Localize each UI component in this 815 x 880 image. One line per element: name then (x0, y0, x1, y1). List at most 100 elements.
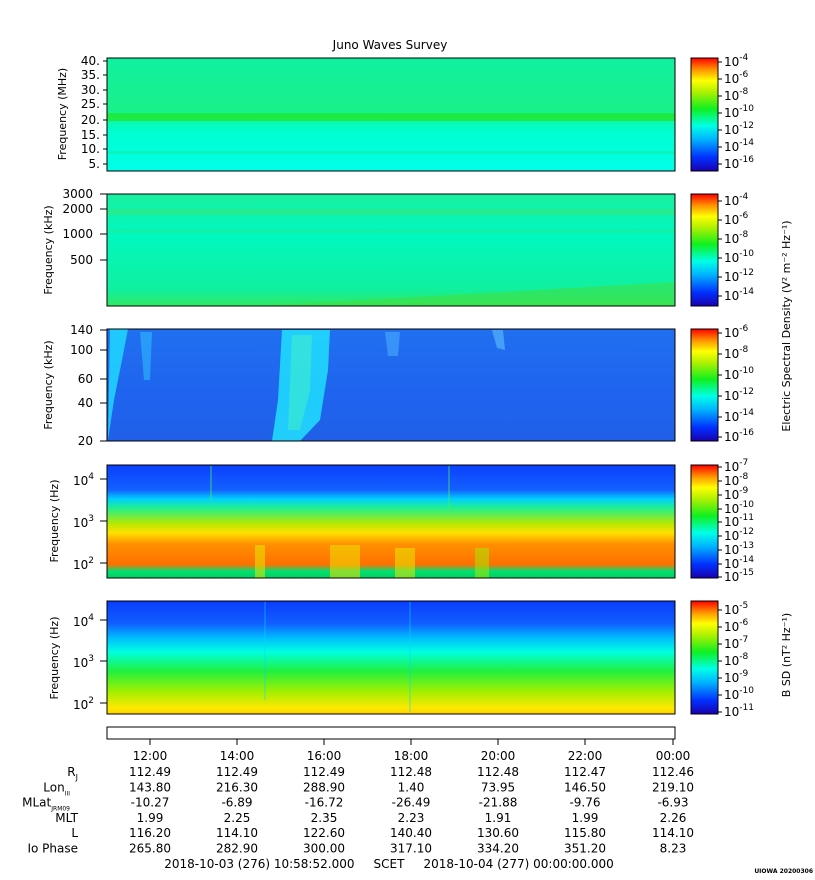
y-tick: 20. (81, 113, 107, 127)
time-tick-label: 18:00 (394, 749, 429, 763)
ephemeris-value: 146.50 (564, 780, 606, 794)
ephemeris-value: 282.90 (216, 842, 258, 856)
ephemeris-value: 2.26 (660, 811, 687, 825)
panel-4-colorbar (690, 464, 719, 579)
svg-text:10-10: 10-10 (724, 686, 754, 702)
svg-text:10-16: 10-16 (724, 428, 754, 444)
ephemeris-value: 116.20 (129, 826, 171, 840)
ephemeris-value: 1.91 (485, 811, 512, 825)
y-tick: 5. (89, 157, 107, 171)
cbar-tick: 10-10 (718, 500, 754, 516)
ephemeris-value: 219.10 (652, 780, 694, 794)
ephemeris-value: 130.60 (477, 826, 519, 840)
cbar-tick: 10-10 (718, 104, 754, 120)
svg-text:10-15: 10-15 (724, 568, 754, 584)
panel-2-low-freq-wedge (260, 282, 675, 306)
panel-4-spectrogram (107, 465, 675, 578)
y-tick-label: 40. (81, 54, 100, 68)
ephemeris-value: 112.48 (477, 765, 519, 779)
panel-1-colorbar (690, 57, 719, 172)
burst (288, 335, 312, 430)
ephemeris-value: 112.48 (390, 765, 432, 779)
y-tick-label: 500 (70, 253, 93, 267)
y-tick-label: 30. (81, 83, 100, 97)
cbar-tick: 10-10 (718, 686, 754, 702)
cbar-tick: 10-4 (718, 53, 749, 69)
svg-text:10-16: 10-16 (724, 155, 754, 171)
cbar-tick: 10-6 (718, 70, 749, 86)
y-tick: 40 (78, 396, 107, 410)
y-tick: 102 (73, 556, 107, 572)
cbar-tick: 10-9 (718, 669, 749, 685)
y-tick: 20 (78, 434, 107, 448)
y-tick-label: 103 (73, 654, 94, 670)
panel-5-frame (106, 600, 676, 715)
cbar-tick: 10-8 (718, 472, 749, 488)
panel-3-ylabel: Frequency (kHz) (42, 340, 55, 429)
cbar-tick: 10-8 (718, 87, 749, 103)
ephemeris-value: 114.10 (216, 826, 258, 840)
shared-colorbar-label: Electric Spectral Density (V² m⁻² Hz⁻¹) (780, 220, 793, 431)
panel-1-ylabel: Frequency (MHz) (56, 68, 69, 160)
svg-text:10-10: 10-10 (724, 500, 754, 516)
patch (330, 545, 360, 578)
y-tick-label: 3000 (62, 187, 93, 201)
y-tick: 103 (73, 654, 107, 670)
panel-3: 140 100 60 40 20 Frequency (kHz) 10-6 10… (42, 323, 754, 448)
patch (395, 548, 415, 578)
cbar-tick: 10-7 (718, 635, 748, 651)
panel-3-colorbar-ticks: 10-6 10-8 10-10 10-12 10-14 10-16 (718, 324, 754, 444)
cbar-tick: 10-14 (718, 408, 754, 424)
y-tick: 100 (70, 343, 107, 357)
y-tick: 40. (81, 54, 107, 68)
svg-text:10-6: 10-6 (724, 324, 749, 340)
y-tick-label: 104 (73, 472, 94, 488)
ephemeris-value: 288.90 (303, 780, 345, 794)
y-tick: 104 (73, 613, 107, 629)
y-tick-label: 10. (81, 142, 100, 156)
ephemeris-table: RJ 112.49 112.49 112.49 112.48 112.48 112.47 11… (22, 765, 694, 856)
cbar-tick: 10-11 (718, 703, 754, 719)
panel-1-colorbar-ticks: 10-4 10-6 10-8 10-10 10-12 10-14 10-16 (718, 53, 754, 171)
panel-3-frame (106, 328, 676, 442)
y-tick-label: 102 (73, 696, 94, 712)
ephemeris-value: 351.20 (564, 842, 606, 856)
y-tick-label: 60 (78, 372, 93, 386)
svg-text:10-6: 10-6 (724, 618, 749, 634)
cbar-tick: 10-8 (718, 652, 749, 668)
svg-text:10-14: 10-14 (724, 408, 754, 424)
panel-2-colorbar-ticks: 10-4 10-6 10-8 10-10 10-12 10-14 (718, 192, 754, 303)
time-axis-ticks (149, 739, 674, 745)
y-tick: 15. (81, 128, 107, 142)
cbar-tick: 10-16 (718, 155, 754, 171)
ephemeris-value: -6.89 (221, 796, 252, 810)
ephemeris-value: 1.99 (137, 811, 164, 825)
panel-5-spectrogram (107, 601, 675, 714)
time-axis-labels: 12:00 14:00 16:00 18:00 20:00 22:00 00:0… (133, 749, 691, 763)
panel-2-band-low (107, 229, 675, 233)
y-tick-label: 15. (81, 128, 100, 142)
panel-1-frame (106, 57, 676, 172)
ephemeris-row-label: L (71, 826, 78, 840)
ephemeris-value: 122.60 (303, 826, 345, 840)
burst (140, 332, 152, 380)
cbar-tick: 10-9 (718, 486, 749, 502)
svg-text:10-8: 10-8 (724, 230, 749, 246)
cbar-tick: 10-6 (718, 324, 749, 340)
ephemeris-value: 1.40 (398, 780, 425, 794)
ephemeris-value: 140.40 (390, 826, 432, 840)
ephemeris-value: -10.27 (131, 796, 170, 810)
svg-text:10-4: 10-4 (724, 192, 749, 208)
svg-text:10-10: 10-10 (724, 249, 754, 265)
svg-text:10-14: 10-14 (724, 555, 754, 571)
cbar-tick: 10-15 (718, 568, 754, 584)
cbar-tick: 10-11 (718, 513, 754, 529)
y-tick: 102 (73, 696, 107, 712)
ephemeris-value: -26.49 (392, 796, 431, 810)
time-tick-label: 20:00 (481, 749, 516, 763)
ephemeris-row-label: RJ (67, 765, 78, 782)
ephemeris-value: -21.88 (479, 796, 518, 810)
ephemeris-value: -16.72 (305, 796, 344, 810)
time-tick-label: 16:00 (307, 749, 342, 763)
